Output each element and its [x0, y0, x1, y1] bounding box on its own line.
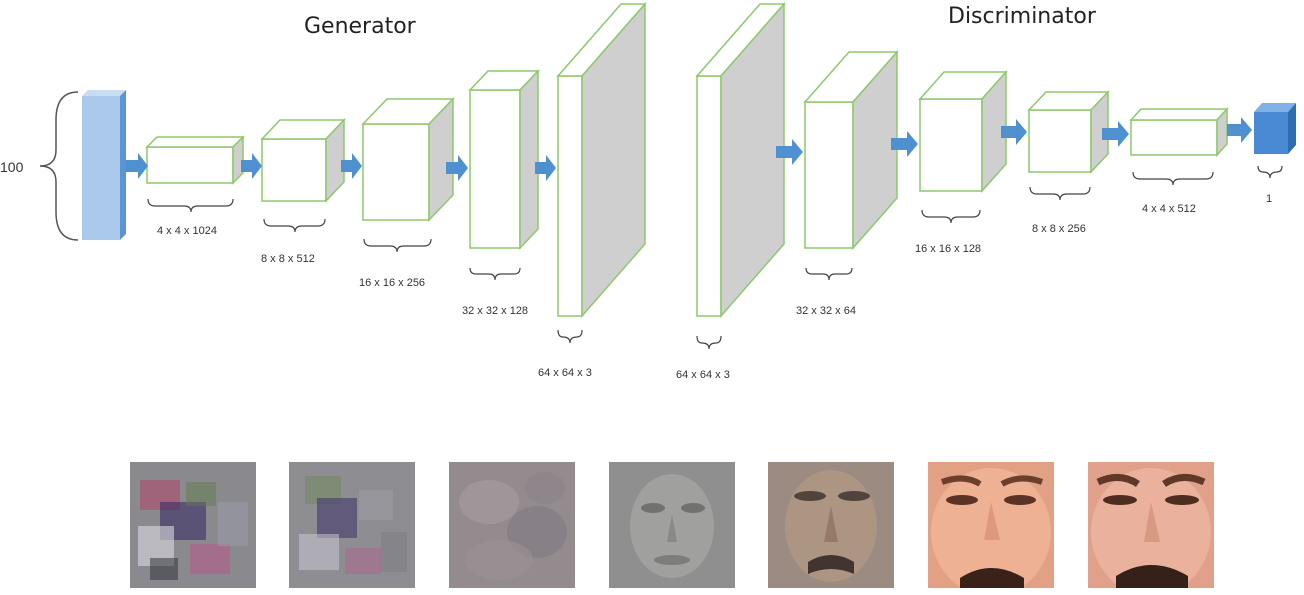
- discriminator-title: Discriminator: [948, 4, 1096, 29]
- disc-layer-5-label: 4 x 4 x 512: [1142, 203, 1196, 215]
- gen-layer-2-label: 8 x 8 x 512: [261, 253, 315, 265]
- sample-image-1: [130, 462, 256, 588]
- discriminator-block-5: [1129, 107, 1229, 157]
- generator-block-2: [260, 118, 346, 203]
- discriminator-block-1: [695, 2, 786, 318]
- sample-image-2: [289, 462, 415, 588]
- sample-image-7: [1088, 462, 1214, 588]
- generator-block-4: [468, 69, 540, 250]
- generator-block-3: [361, 97, 455, 222]
- generator-block-5: [556, 2, 647, 318]
- arrow-7: [891, 131, 918, 157]
- arrow-9: [1102, 121, 1129, 147]
- arrow-1: [126, 153, 148, 179]
- arrow-4: [446, 155, 468, 181]
- gen-layer-1-label: 4 x 4 x 1024: [157, 225, 217, 237]
- disc-layer-1-label: 64 x 64 x 3: [676, 369, 730, 381]
- input-vector: [82, 90, 126, 240]
- sample-image-5: [768, 462, 894, 588]
- sample-image-3: [449, 462, 575, 588]
- disc-layer-4-label: 8 x 8 x 256: [1032, 223, 1086, 235]
- sample-image-4: [609, 462, 735, 588]
- gen-layer-3-label: 16 x 16 x 256: [359, 277, 425, 289]
- sample-image-6: [928, 462, 1054, 588]
- disc-layer-3-label: 16 x 16 x 128: [915, 243, 981, 255]
- output-cube: [1254, 103, 1296, 154]
- arrow-3: [341, 153, 362, 179]
- arrow-6: [776, 139, 803, 165]
- generator-block-1: [145, 135, 245, 185]
- input-brace: [39, 91, 79, 241]
- arrow-5: [535, 155, 556, 181]
- flow-arrows: [126, 117, 1252, 181]
- gen-layer-5-label: 64 x 64 x 3: [538, 367, 592, 379]
- arrow-2: [241, 153, 262, 179]
- input-size-label: 100: [0, 159, 24, 175]
- arrow-10: [1227, 117, 1252, 143]
- discriminator-block-4: [1027, 90, 1110, 174]
- discriminator-block-2: [803, 50, 899, 250]
- generator-title: Generator: [304, 14, 416, 39]
- output-size-label: 1: [1266, 193, 1272, 205]
- gen-layer-4-label: 32 x 32 x 128: [462, 305, 528, 317]
- arrow-8: [1001, 119, 1027, 145]
- disc-layer-2-label: 32 x 32 x 64: [796, 305, 856, 317]
- dimension-braces: [147, 165, 1283, 350]
- discriminator-block-3: [918, 70, 1008, 193]
